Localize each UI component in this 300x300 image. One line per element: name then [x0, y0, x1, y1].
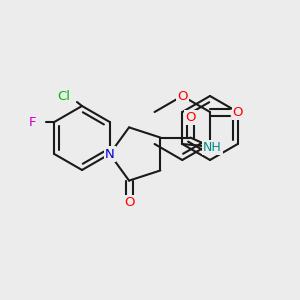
- Text: F: F: [28, 116, 36, 128]
- Text: O: O: [233, 106, 243, 118]
- Text: O: O: [185, 111, 196, 124]
- Text: N: N: [105, 148, 115, 160]
- Text: NH: NH: [203, 141, 222, 154]
- Text: O: O: [177, 89, 188, 103]
- Text: Cl: Cl: [58, 89, 70, 103]
- Text: O: O: [124, 196, 134, 209]
